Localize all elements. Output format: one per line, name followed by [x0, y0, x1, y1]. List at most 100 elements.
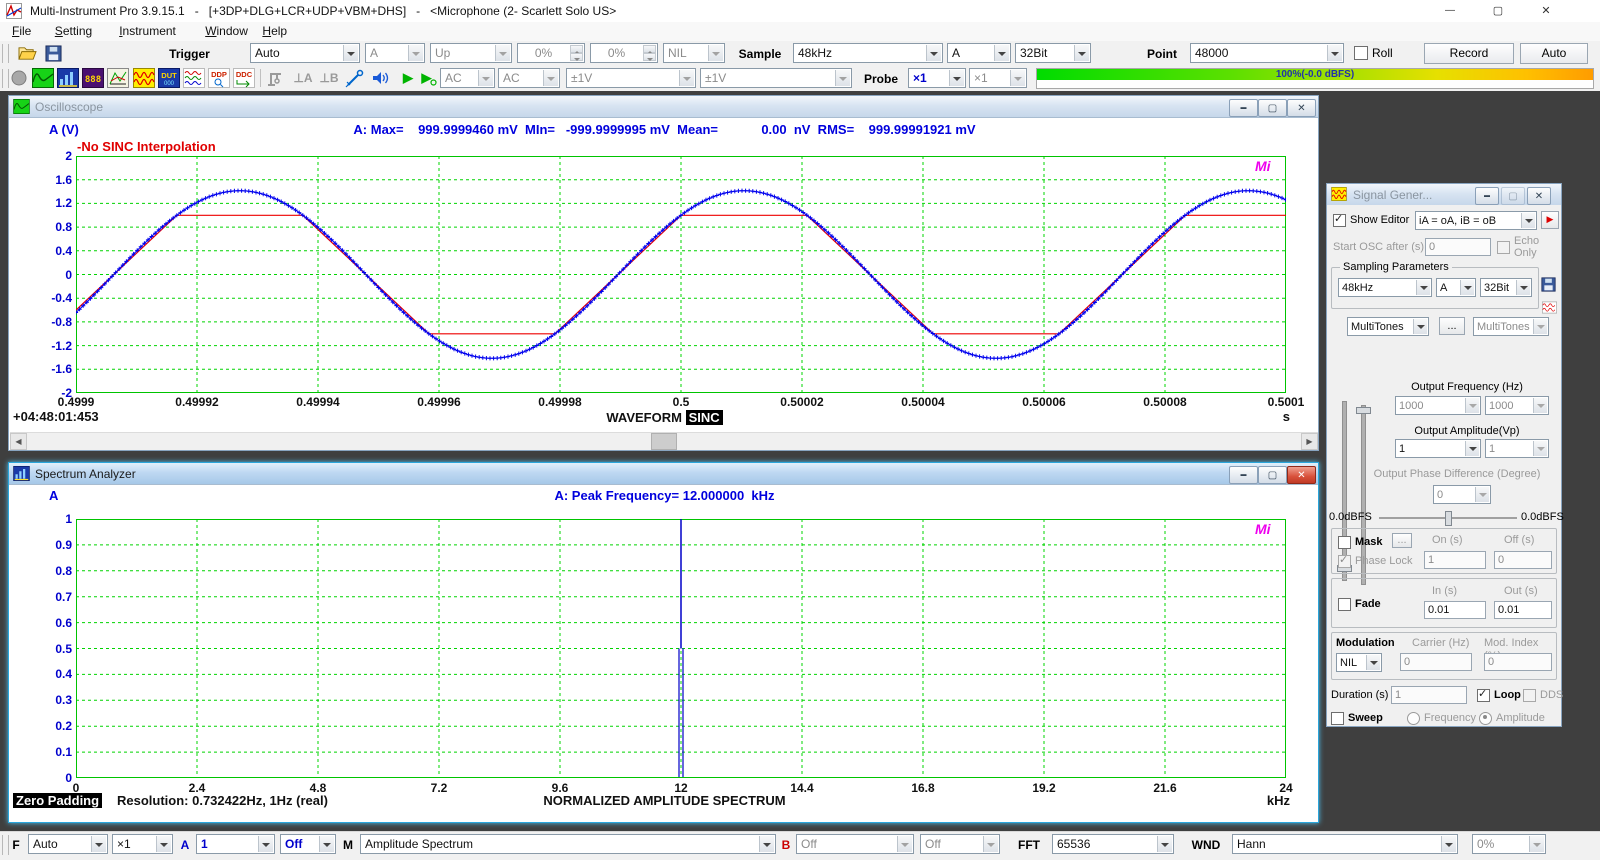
fader-b-thumb[interactable] [1356, 407, 1371, 414]
open-file-icon[interactable] [16, 43, 38, 63]
multimeter-icon[interactable]: 888 [82, 68, 104, 88]
run-loop-icon[interactable]: ▶ [418, 68, 440, 88]
waveform-editor-button[interactable]: ... [1439, 317, 1465, 335]
chevron-down-icon[interactable] [1413, 319, 1427, 334]
menu-instrument[interactable]: Instrument [112, 23, 183, 40]
oscilloscope-close-button[interactable] [1287, 99, 1316, 117]
sampling-channel-select[interactable]: A [947, 43, 1011, 63]
spectrum-3d-plot-icon[interactable] [107, 68, 129, 88]
siggen-play-button[interactable]: ▶ [1541, 211, 1559, 229]
duration-input[interactable]: 1 [1391, 686, 1467, 704]
fft-size-select[interactable]: 65536 [1052, 834, 1174, 854]
siggen-save-icon[interactable] [1541, 277, 1556, 295]
mask-checkbox[interactable]: Mask [1338, 535, 1383, 549]
analysis-mode-select[interactable]: Amplitude Spectrum [360, 834, 776, 854]
derived-data-point-icon[interactable]: DDP [208, 68, 230, 88]
scroll-thumb[interactable] [651, 433, 677, 450]
spectrum-title-bar[interactable]: Spectrum Analyzer [9, 463, 1318, 485]
menu-setting[interactable]: Setting [48, 23, 99, 40]
chevron-down-icon[interactable] [759, 836, 774, 852]
balance-slider-thumb[interactable] [1445, 511, 1452, 526]
siggen-channel-select[interactable]: A [1436, 278, 1476, 297]
io-routing-select[interactable]: iA = oA, iB = oB [1415, 211, 1537, 230]
minimize-button[interactable] [1434, 0, 1466, 21]
toolbar-grip[interactable] [2, 44, 9, 63]
chevron-down-icon[interactable] [1327, 45, 1342, 61]
chevron-down-icon[interactable] [1460, 280, 1474, 295]
spectrum-close-button[interactable] [1287, 466, 1316, 484]
trigger-mode-select[interactable]: Auto [250, 43, 360, 63]
oscilloscope-title-bar[interactable]: Oscilloscope [9, 96, 1318, 118]
record-indicator-icon[interactable] [8, 68, 30, 88]
chevron-down-icon[interactable] [1441, 836, 1456, 852]
spectrum-analyzer-icon[interactable] [57, 68, 79, 88]
menu-window[interactable]: Window [198, 23, 255, 40]
oscilloscope-icon[interactable] [32, 68, 54, 88]
y-scale-a-select[interactable]: 1 [196, 834, 275, 854]
close-button[interactable] [1530, 0, 1562, 21]
show-editor-checkbox[interactable]: Show Editor [1333, 213, 1409, 227]
fade-out-input[interactable]: 0.01 [1494, 601, 1552, 619]
siggen-bits-select[interactable]: 32Bit [1480, 278, 1532, 297]
record-button[interactable]: Record [1424, 43, 1514, 64]
sweep-checkbox[interactable]: Sweep [1331, 711, 1383, 725]
x-multiplier-select[interactable]: ×1 [112, 834, 173, 854]
siggen-close-button[interactable] [1527, 187, 1551, 205]
chevron-down-icon[interactable] [1074, 45, 1089, 61]
fade-in-input[interactable]: 0.01 [1424, 601, 1486, 619]
sinc-badge[interactable]: SINC [686, 410, 723, 425]
spectrum-minimize-button[interactable] [1229, 466, 1258, 484]
chevron-down-icon[interactable] [258, 836, 273, 852]
chevron-down-icon[interactable] [1465, 441, 1479, 456]
modulation-select[interactable]: NIL [1336, 653, 1382, 672]
signal-generator-icon[interactable] [133, 68, 155, 88]
siggen-minimize-button[interactable] [1475, 187, 1499, 205]
amplitude-a-select[interactable]: 1 [1395, 439, 1481, 458]
siggen-sampling-rate-select[interactable]: 48kHz [1338, 278, 1432, 297]
sampling-bits-select[interactable]: 32Bit [1015, 43, 1091, 63]
window-function-select[interactable]: Hann [1232, 834, 1458, 854]
chevron-down-icon[interactable] [319, 836, 334, 852]
roll-checkbox[interactable]: Roll [1354, 45, 1393, 61]
oscilloscope-plot[interactable] [76, 156, 1286, 393]
oscilloscope-scrollbar[interactable]: ◀ ▶ [10, 432, 1318, 450]
chevron-down-icon[interactable] [343, 45, 358, 61]
maximize-button[interactable] [1482, 0, 1514, 21]
scroll-left-icon[interactable]: ◀ [10, 433, 27, 450]
menu-help[interactable]: Help [255, 23, 294, 40]
y-unit-a-select[interactable]: Off [280, 834, 336, 854]
zero-reference-a-icon[interactable]: ⊥A [292, 68, 314, 88]
derived-data-curve-icon[interactable] [183, 68, 205, 88]
menu-file[interactable]: File [5, 23, 38, 40]
oscilloscope-maximize-button[interactable] [1258, 99, 1287, 117]
siggen-editor-icon[interactable] [1542, 301, 1557, 317]
save-icon[interactable] [42, 43, 64, 63]
sampling-rate-select[interactable]: 48kHz [793, 43, 943, 63]
run-icon[interactable]: ▶ [397, 68, 419, 88]
chevron-down-icon[interactable] [926, 45, 941, 61]
chevron-down-icon[interactable] [1521, 213, 1535, 228]
zero-reference-b-icon[interactable]: ⊥B [318, 68, 340, 88]
sound-output-icon[interactable] [370, 68, 392, 88]
loop-checkbox[interactable]: Loop [1477, 688, 1521, 702]
hold-icon[interactable] [266, 68, 288, 88]
chevron-down-icon[interactable] [1416, 280, 1430, 295]
chevron-down-icon[interactable] [1366, 655, 1380, 670]
device-test-plan-icon[interactable]: DUT000 [158, 68, 180, 88]
data-direct-channel-icon[interactable]: DDC [233, 68, 255, 88]
spectrum-plot[interactable] [76, 519, 1286, 778]
chevron-down-icon[interactable] [1157, 836, 1172, 852]
roll-checkbox-box[interactable] [1354, 46, 1368, 60]
scroll-right-icon[interactable]: ▶ [1301, 433, 1318, 450]
signal-generator-title-bar[interactable]: Signal Gener... [1327, 184, 1561, 206]
x-scale-select[interactable]: Auto [28, 834, 108, 854]
fade-checkbox[interactable]: Fade [1338, 597, 1381, 611]
auto-button[interactable]: Auto [1520, 43, 1588, 64]
probe-calibration-icon[interactable] [344, 68, 366, 88]
waveform-a-select[interactable]: MultiTones [1347, 317, 1429, 336]
record-length-select[interactable]: 48000 [1190, 43, 1344, 63]
chevron-down-icon[interactable] [1516, 280, 1530, 295]
chevron-down-icon[interactable] [994, 45, 1009, 61]
chevron-down-icon[interactable] [949, 70, 964, 86]
probe-a-select[interactable]: ×1 [908, 68, 966, 88]
